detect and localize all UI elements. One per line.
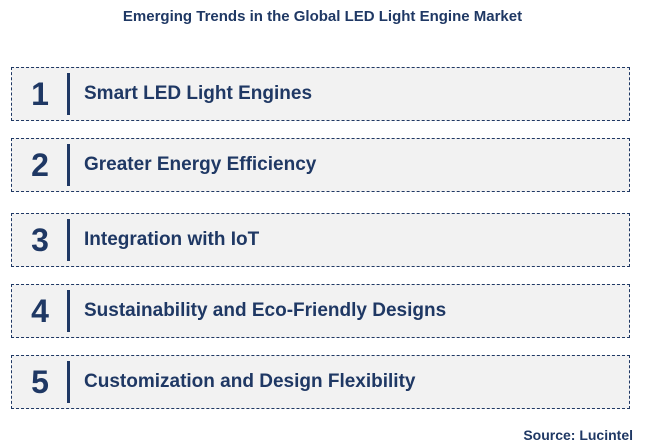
trend-number: 2 xyxy=(31,146,49,183)
trend-label: Sustainability and Eco-Friendly Designs xyxy=(84,300,447,321)
trend-number: 1 xyxy=(31,75,49,112)
trend-item: 4 Sustainability and Eco-Friendly Designs xyxy=(11,284,630,338)
trend-item: 5 Customization and Design Flexibility xyxy=(11,355,630,409)
trend-item: 1 Smart LED Light Engines xyxy=(11,67,630,121)
trend-label: Greater Energy Efficiency xyxy=(84,154,317,175)
trend-item: 2 Greater Energy Efficiency xyxy=(11,138,630,192)
source: Source: Lucintel xyxy=(523,427,633,443)
trend-number: 3 xyxy=(31,221,49,258)
trend-number: 5 xyxy=(31,363,49,400)
trend-item: 3 Integration with IoT xyxy=(11,213,630,267)
trend-label: Customization and Design Flexibility xyxy=(84,371,416,392)
divider xyxy=(67,73,70,115)
divider xyxy=(67,361,70,403)
divider xyxy=(67,290,70,332)
divider xyxy=(67,144,70,186)
divider xyxy=(67,219,70,261)
trend-label: Smart LED Light Engines xyxy=(84,83,313,104)
title: Emerging Trends in the Global LED Light … xyxy=(122,8,523,25)
trend-number: 4 xyxy=(31,292,49,329)
trend-label: Integration with IoT xyxy=(84,229,260,250)
